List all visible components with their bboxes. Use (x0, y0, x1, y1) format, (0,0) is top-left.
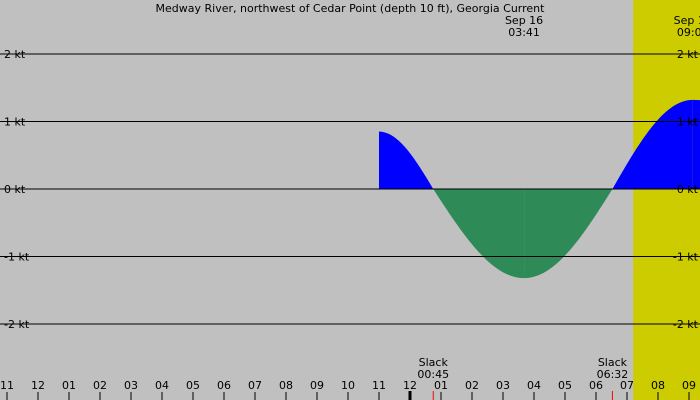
hour-tick-label: 03 (496, 379, 510, 392)
hour-tick-label: 03 (124, 379, 138, 392)
y-tick-label: 2 kt (4, 48, 26, 61)
y-tick-label: -2 kt (4, 318, 30, 331)
hour-tick-label: 07 (248, 379, 262, 392)
bottom-event-label: Slack (598, 356, 628, 369)
hour-tick-label: 05 (186, 379, 200, 392)
hour-tick-label: 06 (589, 379, 603, 392)
chart-title: Medway River, northwest of Cedar Point (… (156, 2, 546, 15)
hour-tick-label: 10 (341, 379, 355, 392)
hour-tick-label: 09 (682, 379, 696, 392)
hour-tick-label: 06 (217, 379, 231, 392)
top-event-date: Sep 16 (505, 14, 543, 27)
hour-tick-label: 01 (434, 379, 448, 392)
ebb-current-area (524, 189, 613, 279)
hour-tick-label: 05 (558, 379, 572, 392)
hour-tick-label: 08 (651, 379, 665, 392)
top-event-time: 03:41 (508, 26, 540, 39)
bottom-event-time: 00:45 (417, 368, 449, 381)
y-tick-label: -1 kt (4, 251, 30, 264)
hour-tick-label: 11 (372, 379, 386, 392)
y-tick-label-right: -2 kt (673, 318, 699, 331)
flood-current-area (692, 99, 700, 189)
y-tick-label: 1 kt (4, 116, 26, 129)
hour-tick-label: 12 (403, 379, 417, 392)
y-tick-label: 0 kt (4, 183, 26, 196)
hour-tick-label: 04 (527, 379, 541, 392)
hour-tick-label: 12 (31, 379, 45, 392)
ebb-current-area (433, 189, 525, 279)
bottom-event-time: 06:32 (597, 368, 629, 381)
y-tick-label-right: 0 kt (677, 183, 699, 196)
flood-current-area (612, 99, 693, 189)
hour-tick-label: 04 (155, 379, 169, 392)
flood-current-area (379, 131, 434, 189)
top-event-time: 09:07 (677, 26, 700, 39)
y-tick-label-right: 1 kt (677, 116, 699, 129)
hour-tick-label: 01 (62, 379, 76, 392)
hour-tick-label: 11 (0, 379, 14, 392)
top-event-date: Sep 16 (674, 14, 700, 27)
hour-tick-label: 02 (465, 379, 479, 392)
hour-tick-label: 07 (620, 379, 634, 392)
bottom-event-label: Slack (419, 356, 449, 369)
hour-tick-label: 02 (93, 379, 107, 392)
y-tick-label-right: 2 kt (677, 48, 699, 61)
daylight-band (633, 0, 700, 400)
hour-tick-label: 09 (310, 379, 324, 392)
hour-tick-label: 08 (279, 379, 293, 392)
y-tick-label-right: -1 kt (673, 251, 699, 264)
